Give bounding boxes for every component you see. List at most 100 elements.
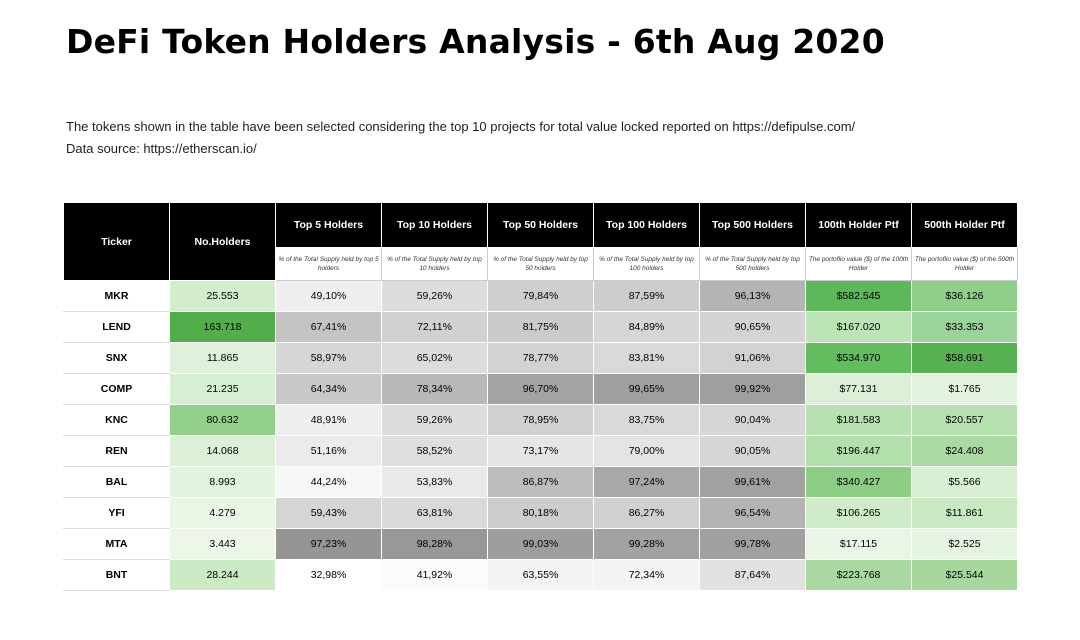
- table-cell: 53,83%: [381, 466, 488, 498]
- table-cell: 99,78%: [699, 528, 806, 560]
- description-line-2: Data source: https://etherscan.io/: [66, 141, 257, 156]
- ticker-cell: KNC: [63, 404, 170, 436]
- ticker-cell: MTA: [63, 528, 170, 560]
- table-row: LEND 163.718 67,41% 72,11% 81,75% 84,89% 90,65…: [63, 311, 1018, 343]
- table-row: MTA 3.443 97,23% 98,28% 99,03% 99,28% 99,78% $1…: [63, 528, 1018, 560]
- table-cell: $33.353: [911, 311, 1018, 343]
- header-top50: Top 50 Holders: [487, 202, 594, 248]
- table-row: COMP 21.235 64,34% 78,34% 96,70% 99,65% 99,92%…: [63, 373, 1018, 405]
- table-cell: $223.768: [805, 559, 912, 591]
- table-cell: 96,70%: [487, 373, 594, 405]
- table-cell: 28.244: [169, 559, 276, 591]
- table-cell: 64,34%: [275, 373, 382, 405]
- table-cell: 91,06%: [699, 342, 806, 374]
- header-100th-ptf: 100th Holder Ptf: [805, 202, 912, 248]
- table-cell: 99,03%: [487, 528, 594, 560]
- table-cell: 49,10%: [275, 280, 382, 312]
- table-cell: 98,28%: [381, 528, 488, 560]
- table-cell: $196.447: [805, 435, 912, 467]
- ticker-cell: MKR: [63, 280, 170, 312]
- table-cell: $17.115: [805, 528, 912, 560]
- holders-table: Ticker No.Holders Top 5 Holders Top 10 H…: [63, 202, 1018, 591]
- subheader-top500: % of the Total Supply held by top 500 ho…: [699, 247, 806, 281]
- table-cell: 51,16%: [275, 435, 382, 467]
- table-row: SNX 11.865 58,97% 65,02% 78,77% 83,81% 91,06% $…: [63, 342, 1018, 374]
- table-cell: 48,91%: [275, 404, 382, 436]
- table-cell: $58.691: [911, 342, 1018, 374]
- table-cell: $340.427: [805, 466, 912, 498]
- table-cell: 163.718: [169, 311, 276, 343]
- table-row: YFI 4.279 59,43% 63,81% 80,18% 86,27% 96,54% $1…: [63, 497, 1018, 529]
- table-cell: 97,24%: [593, 466, 700, 498]
- table-cell: 78,34%: [381, 373, 488, 405]
- table-cell: 59,26%: [381, 280, 488, 312]
- table-cell: 25.553: [169, 280, 276, 312]
- table-cell: $106.265: [805, 497, 912, 529]
- description: The tokens shown in the table have been …: [66, 116, 855, 160]
- table-cell: $77.131: [805, 373, 912, 405]
- table-cell: 59,43%: [275, 497, 382, 529]
- table-cell: 63,81%: [381, 497, 488, 529]
- ticker-cell: SNX: [63, 342, 170, 374]
- table-cell: 99,65%: [593, 373, 700, 405]
- table-row: BNT 28.244 32,98% 41,92% 63,55% 72,34% 87,64% $…: [63, 559, 1018, 591]
- table-cell: 97,23%: [275, 528, 382, 560]
- table-cell: 14.068: [169, 435, 276, 467]
- table-cell: 96,13%: [699, 280, 806, 312]
- description-line-1: The tokens shown in the table have been …: [66, 119, 856, 134]
- table-cell: 72,11%: [381, 311, 488, 343]
- table-cell: 78,77%: [487, 342, 594, 374]
- header-no-holders: No.Holders: [169, 202, 276, 281]
- table-cell: 79,84%: [487, 280, 594, 312]
- table-cell: 72,34%: [593, 559, 700, 591]
- header-top100: Top 100 Holders: [593, 202, 700, 248]
- table-cell: 84,89%: [593, 311, 700, 343]
- table-cell: 8.993: [169, 466, 276, 498]
- table-cell: 59,26%: [381, 404, 488, 436]
- table-row: MKR 25.553 49,10% 59,26% 79,84% 87,59% 96,13% $…: [63, 280, 1018, 312]
- table-cell: 63,55%: [487, 559, 594, 591]
- table-cell: 90,65%: [699, 311, 806, 343]
- table-cell: 11.865: [169, 342, 276, 374]
- table-cell: 86,87%: [487, 466, 594, 498]
- table-cell: 83,75%: [593, 404, 700, 436]
- table-cell: $167.020: [805, 311, 912, 343]
- ticker-cell: COMP: [63, 373, 170, 405]
- table-cell: 99,61%: [699, 466, 806, 498]
- table-cell: 41,92%: [381, 559, 488, 591]
- table-cell: 65,02%: [381, 342, 488, 374]
- ticker-cell: BAL: [63, 466, 170, 498]
- table-cell: $20.557: [911, 404, 1018, 436]
- table-cell: $25.544: [911, 559, 1018, 591]
- table-cell: 96,54%: [699, 497, 806, 529]
- table-cell: 73,17%: [487, 435, 594, 467]
- table-cell: 44,24%: [275, 466, 382, 498]
- table-cell: 86,27%: [593, 497, 700, 529]
- ticker-cell: REN: [63, 435, 170, 467]
- table-cell: 99,28%: [593, 528, 700, 560]
- table-cell: 80,18%: [487, 497, 594, 529]
- ticker-cell: LEND: [63, 311, 170, 343]
- header-ticker: Ticker: [63, 202, 170, 281]
- subheader-top5: % of the Total Supply held by top 5 hold…: [275, 247, 382, 281]
- table-cell: 32,98%: [275, 559, 382, 591]
- table-cell: 67,41%: [275, 311, 382, 343]
- ticker-cell: BNT: [63, 559, 170, 591]
- header-top5: Top 5 Holders: [275, 202, 382, 248]
- table-cell: 78,95%: [487, 404, 594, 436]
- ticker-cell: YFI: [63, 497, 170, 529]
- table-cell: 80.632: [169, 404, 276, 436]
- table-cell: $11.861: [911, 497, 1018, 529]
- header-top10: Top 10 Holders: [381, 202, 488, 248]
- table-cell: 90,05%: [699, 435, 806, 467]
- table-cell: $24.408: [911, 435, 1018, 467]
- table-cell: 79,00%: [593, 435, 700, 467]
- table-cell: $582.545: [805, 280, 912, 312]
- table-row: REN 14.068 51,16% 58,52% 73,17% 79,00% 90,05% $…: [63, 435, 1018, 467]
- table-cell: 3.443: [169, 528, 276, 560]
- table-row: BAL 8.993 44,24% 53,83% 86,87% 97,24% 99,61% $3…: [63, 466, 1018, 498]
- table-cell: 99,92%: [699, 373, 806, 405]
- header-500th-ptf: 500th Holder Ptf: [911, 202, 1018, 248]
- table-cell: 87,64%: [699, 559, 806, 591]
- table-cell: 58,97%: [275, 342, 382, 374]
